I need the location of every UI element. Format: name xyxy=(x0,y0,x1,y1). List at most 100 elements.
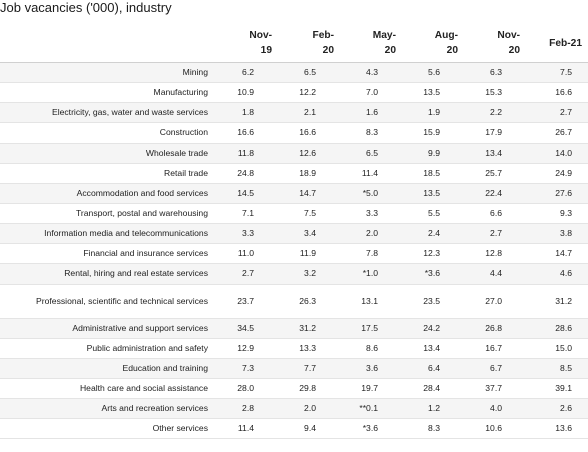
value-cell: 16.6 xyxy=(278,122,340,144)
value-cell: 4.3 xyxy=(340,62,402,84)
value-cell: 7.5 xyxy=(526,62,588,84)
value-cell: 5.6 xyxy=(402,62,464,84)
table-row: Retail trade 24.8 18.9 11.4 18.5 25.7 24.9 xyxy=(0,163,588,184)
value-cell: 16.6 xyxy=(216,122,278,144)
value-cell: 3.4 xyxy=(278,223,340,245)
value-cell: 23.7 xyxy=(216,284,278,319)
industry-label: Financial and insurance services xyxy=(0,243,216,265)
value-cell: 15.3 xyxy=(464,82,526,104)
value-cell: 2.7 xyxy=(464,223,526,245)
value-cell: 7.3 xyxy=(216,358,278,379)
value-cell: 25.7 xyxy=(464,163,526,184)
value-cell: 2.1 xyxy=(278,102,340,124)
value-cell: 13.1 xyxy=(340,284,402,319)
table-row: Arts and recreation services 2.8 2.0 **0.1 1… xyxy=(0,398,588,420)
value-cell: 17.9 xyxy=(464,122,526,144)
value-cell: 6.5 xyxy=(278,62,340,84)
value-cell: 3.3 xyxy=(216,223,278,245)
industry-label: Arts and recreation services xyxy=(0,398,216,420)
column-header-feb-20: Feb- 20 xyxy=(278,24,340,63)
value-cell: 28.4 xyxy=(402,378,464,400)
value-cell: 3.3 xyxy=(340,203,402,225)
value-cell: 10.9 xyxy=(216,82,278,104)
value-cell: 27.0 xyxy=(464,284,526,319)
value-cell: 7.7 xyxy=(278,358,340,379)
value-cell: 26.3 xyxy=(278,284,340,319)
column-header-may-20: May- 20 xyxy=(340,24,402,63)
industry-label: Construction xyxy=(0,122,216,144)
value-cell: *3.6 xyxy=(402,263,464,285)
value-cell: 39.1 xyxy=(526,378,588,400)
value-cell: 16.7 xyxy=(464,338,526,359)
value-cell: 13.5 xyxy=(402,183,464,204)
value-cell: 9.9 xyxy=(402,143,464,164)
value-cell: 13.4 xyxy=(464,143,526,164)
value-cell: 2.7 xyxy=(216,263,278,285)
value-cell: 2.6 xyxy=(526,398,588,420)
value-cell: 6.7 xyxy=(464,358,526,379)
industry-label: Electricity, gas, water and waste servic… xyxy=(0,102,216,124)
value-cell: 8.6 xyxy=(340,338,402,359)
value-cell: 5.5 xyxy=(402,203,464,225)
value-cell: 28.6 xyxy=(526,318,588,339)
value-cell: 7.8 xyxy=(340,243,402,265)
table-row: Health care and social assistance 28.0 29.… xyxy=(0,378,588,400)
industry-label: Accommodation and food services xyxy=(0,183,216,204)
job-vacancies-table: Nov- 19 Feb- 20 May- 20 Aug- 20 Nov- 20 Feb-2… xyxy=(0,24,588,440)
value-cell: 12.2 xyxy=(278,82,340,104)
industry-label: Transport, postal and warehousing xyxy=(0,203,216,225)
value-cell: 13.6 xyxy=(526,418,588,440)
value-cell: 15.0 xyxy=(526,338,588,359)
table-row: Wholesale trade 11.8 12.6 6.5 9.9 13.4 14.0 xyxy=(0,143,588,164)
table-row: Public administration and safety 12.9 13.3… xyxy=(0,338,588,359)
value-cell: 15.9 xyxy=(402,122,464,144)
value-cell: *1.0 xyxy=(340,263,402,285)
table-row: Electricity, gas, water and waste servic… xyxy=(0,102,588,124)
industry-column-header xyxy=(0,24,216,63)
value-cell: 11.9 xyxy=(278,243,340,265)
industry-label: Education and training xyxy=(0,358,216,379)
value-cell: 8.3 xyxy=(402,418,464,440)
value-cell: 3.6 xyxy=(340,358,402,379)
value-cell: 13.5 xyxy=(402,82,464,104)
industry-label: Professional, scientific and technical s… xyxy=(0,284,216,319)
value-cell: 19.7 xyxy=(340,378,402,400)
table-row: Education and training 7.3 7.7 3.6 6.4 6.7 8.5 xyxy=(0,358,588,379)
value-cell: 3.8 xyxy=(526,223,588,245)
value-cell: 2.2 xyxy=(464,102,526,124)
value-cell: 11.0 xyxy=(216,243,278,265)
industry-label: Other services xyxy=(0,418,216,440)
value-cell: 12.3 xyxy=(402,243,464,265)
value-cell: 16.6 xyxy=(526,82,588,104)
table-row: Mining 6.2 6.5 4.3 5.6 6.3 7.5 xyxy=(0,62,588,84)
value-cell: 7.5 xyxy=(278,203,340,225)
table-row: Other services 11.4 9.4 *3.6 8.3 10.6 13.6 xyxy=(0,418,588,440)
value-cell: 24.2 xyxy=(402,318,464,339)
value-cell: 9.4 xyxy=(278,418,340,440)
table-row: Administrative and support services 34.5 3… xyxy=(0,318,588,339)
table-row: Accommodation and food services 14.5 14.7 *… xyxy=(0,183,588,204)
value-cell: 2.8 xyxy=(216,398,278,420)
value-cell: 29.8 xyxy=(278,378,340,400)
industry-label: Wholesale trade xyxy=(0,143,216,164)
value-cell: *5.0 xyxy=(340,183,402,204)
table-row: Financial and insurance services 11.0 11.9… xyxy=(0,243,588,265)
table-row: Manufacturing 10.9 12.2 7.0 13.5 15.3 16.6 xyxy=(0,82,588,104)
industry-label: Rental, hiring and real estate services xyxy=(0,263,216,285)
table-row: Rental, hiring and real estate services 2… xyxy=(0,263,588,285)
value-cell: 27.6 xyxy=(526,183,588,204)
industry-label: Administrative and support services xyxy=(0,318,216,339)
value-cell: 31.2 xyxy=(526,284,588,319)
value-cell: 6.4 xyxy=(402,358,464,379)
value-cell: 4.4 xyxy=(464,263,526,285)
value-cell: 4.6 xyxy=(526,263,588,285)
value-cell: 11.8 xyxy=(216,143,278,164)
table-row: Information media and telecommunications… xyxy=(0,223,588,245)
value-cell: *3.6 xyxy=(340,418,402,440)
value-cell: 2.0 xyxy=(340,223,402,245)
industry-label: Information media and telecommunications xyxy=(0,223,216,245)
table-title: Job vacancies ('000), industry xyxy=(0,0,172,15)
value-cell: 8.3 xyxy=(340,122,402,144)
value-cell: 18.9 xyxy=(278,163,340,184)
column-header-nov-19: Nov- 19 xyxy=(216,24,278,63)
